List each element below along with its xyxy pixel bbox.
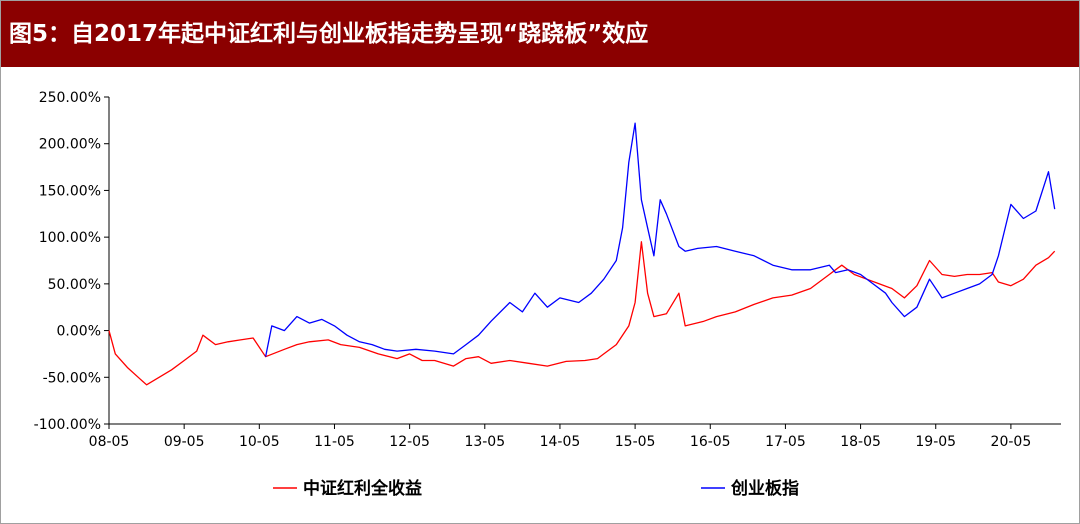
x-tick-label: 08-05 (89, 434, 130, 450)
y-tick-label: -100.00% (34, 417, 101, 433)
series-lines (108, 122, 1056, 386)
x-tick-label: 10-05 (239, 434, 280, 450)
x-axis: 08-05 09-05 10-05 11-05 12-05 13-05 14-05 15-05… (89, 423, 1061, 450)
y-tick-label: 200.00% (39, 137, 101, 153)
y-tick-label: 250.00% (39, 90, 101, 106)
x-tick-label: 13-05 (464, 434, 505, 450)
y-tick-label: 50.00% (48, 277, 101, 293)
legend-label: 中证红利全收益 (303, 478, 422, 499)
line-chart: -100.00% -50.00% 0.00% 50.00% 100.00% 150.00%… (34, 90, 1061, 499)
series-line-csi-dividend (108, 241, 1056, 386)
x-tick-label: 15-05 (615, 434, 656, 450)
x-tick-label: 14-05 (540, 434, 581, 450)
x-tick-label: 18-05 (840, 434, 881, 450)
y-tick-label: 100.00% (39, 230, 101, 246)
series-line-chinext (264, 122, 1056, 357)
legend-label: 创业板指 (730, 478, 799, 499)
y-tick-label: 150.00% (39, 183, 101, 199)
y-tick-label: -50.00% (43, 370, 101, 386)
x-tick-label: 16-05 (690, 434, 731, 450)
x-tick-label: 17-05 (765, 434, 806, 450)
x-tick-label: 09-05 (164, 434, 205, 450)
y-tick-label: 0.00% (57, 324, 101, 340)
x-tick-label: 19-05 (915, 434, 956, 450)
chart-title: 图5：自2017年起中证红利与创业板指走势呈现“跷跷板”效应 (9, 21, 649, 47)
x-tick-label: 12-05 (389, 434, 430, 450)
legend: 中证红利全收益 创业板指 (273, 478, 799, 499)
title-bar: 图5：自2017年起中证红利与创业板指走势呈现“跷跷板”效应 (1, 1, 1079, 67)
x-tick-label: 11-05 (314, 434, 355, 450)
x-tick-label: 20-05 (991, 434, 1032, 450)
y-axis: -100.00% -50.00% 0.00% 50.00% 100.00% 150.00%… (34, 90, 110, 433)
